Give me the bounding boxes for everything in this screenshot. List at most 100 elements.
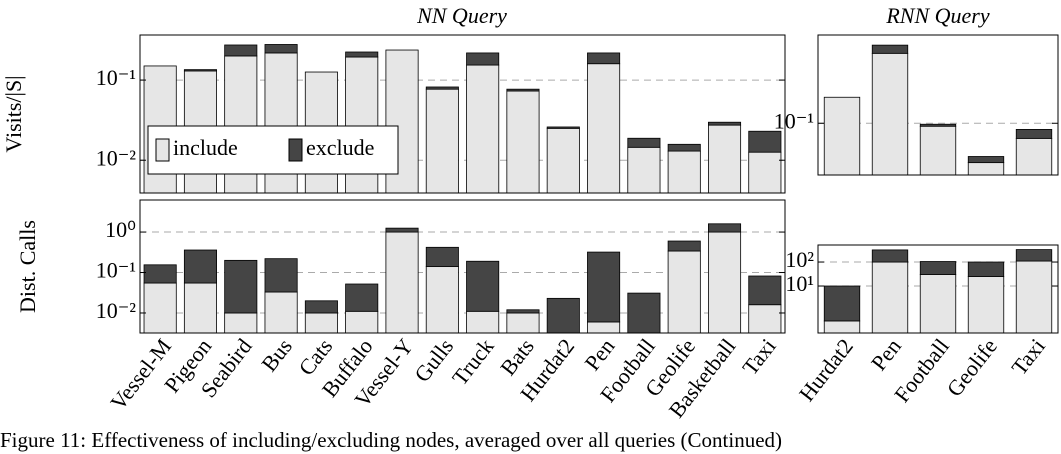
x-tick-label: Taxi <box>1006 334 1050 380</box>
bar-segment <box>667 150 701 193</box>
legend: include exclude <box>147 125 399 175</box>
bar-segment <box>967 276 1005 333</box>
bar-segment <box>506 312 540 333</box>
panel-frame <box>139 34 786 194</box>
bar-segment <box>967 261 1005 277</box>
bar-segment <box>871 261 909 333</box>
bar-segment <box>183 69 217 72</box>
chart-title: RNN Query <box>885 3 990 28</box>
bar-segment <box>823 320 861 333</box>
bar-segment <box>587 321 621 333</box>
bar-segment <box>667 240 701 252</box>
bar-segment <box>919 274 957 333</box>
bar-segment <box>919 261 957 275</box>
y-tick-label: 10⁻¹ <box>96 65 136 90</box>
bar-segment <box>224 312 258 333</box>
bar-segment <box>823 285 861 322</box>
legend-label: include <box>173 135 238 160</box>
bar-segment <box>345 310 379 333</box>
bar-segment <box>506 90 540 193</box>
bar-segment <box>345 51 379 58</box>
y-tick-label: 10¹ <box>785 271 814 296</box>
x-tick-label: Bus <box>256 334 297 376</box>
bar-segment <box>506 309 540 314</box>
bar-segment <box>183 249 217 284</box>
bar-segment <box>224 259 258 314</box>
bar-segment <box>425 88 459 193</box>
bar-segment <box>708 121 742 126</box>
bar-segment <box>425 86 459 90</box>
y-tick-label: 10⁻¹ <box>774 108 814 133</box>
bar-segment <box>224 44 258 57</box>
y-axis-label: Visits/|S| <box>1 75 26 152</box>
bar-segment <box>183 282 217 333</box>
legend-swatch <box>288 138 303 162</box>
y-tick-label: 10⁻² <box>96 298 137 323</box>
bar-segment <box>967 156 1005 164</box>
y-tick-label: 10⁻¹ <box>96 258 136 283</box>
bar-segment <box>708 124 742 193</box>
bar-segment <box>823 96 861 175</box>
bar-segment <box>546 297 580 333</box>
x-tick-label: Geolife <box>942 334 1002 401</box>
bar-segment <box>587 52 621 65</box>
plot-area <box>818 249 1058 333</box>
y-tick-label: 10² <box>785 247 814 272</box>
x-tick-label: Hurdat2 <box>794 334 858 406</box>
bar-segment <box>587 63 621 193</box>
bar-segment <box>748 130 782 153</box>
bar-segment <box>385 231 419 333</box>
bar-segment <box>304 312 338 333</box>
legend-box <box>147 125 399 175</box>
bar-segment <box>627 146 661 193</box>
bar-segment <box>871 249 909 263</box>
bar-segment <box>1015 137 1053 175</box>
bar-segment <box>466 310 500 333</box>
bar-segment <box>967 162 1005 175</box>
chart-title: NN Query <box>416 3 507 28</box>
bar-segment <box>264 258 298 293</box>
bar-segment <box>667 143 701 152</box>
x-tick-label: Truck <box>447 334 499 390</box>
bar-segment <box>546 126 580 129</box>
caption: Figure 11: Effectiveness of including/ex… <box>0 428 782 452</box>
bar-segment <box>871 52 909 175</box>
bar-segment <box>264 291 298 333</box>
panel-frame <box>817 244 1059 334</box>
bar-segment <box>304 300 338 314</box>
bar-segment <box>919 123 957 127</box>
bar-segment <box>264 44 298 54</box>
y-axis-label: Dist. Calls <box>15 220 40 313</box>
bar-segment <box>587 251 621 323</box>
bar-segment <box>627 292 661 333</box>
bar-segment <box>546 127 580 193</box>
legend-swatch <box>155 138 170 162</box>
bar-segment <box>385 227 419 233</box>
bar-segment <box>919 125 957 175</box>
bar-segment <box>425 266 459 333</box>
legend-label: exclude <box>306 135 374 160</box>
bar-segment <box>466 52 500 66</box>
x-tick-label: Pen <box>866 334 906 375</box>
bar-segment <box>627 137 661 148</box>
bar-segment <box>466 64 500 193</box>
panel-frame <box>139 199 786 334</box>
bar-segment <box>871 44 909 54</box>
panel-frame <box>817 34 1059 176</box>
bar-segment <box>708 231 742 333</box>
bar-segment <box>1015 249 1053 262</box>
bar-segment <box>1015 128 1053 139</box>
plot-area <box>818 44 1058 175</box>
plot-area <box>140 223 785 333</box>
y-tick-label: 10⁰ <box>105 217 136 242</box>
x-tick-label: Taxi <box>737 334 781 380</box>
bar-segment <box>425 246 459 268</box>
bar-segment <box>748 304 782 333</box>
bar-segment <box>667 250 701 333</box>
bar-segment <box>143 282 177 333</box>
bar-segment <box>345 283 379 312</box>
bar-segment <box>466 260 500 312</box>
bar-segment <box>748 275 782 306</box>
bar-segment <box>708 223 742 233</box>
